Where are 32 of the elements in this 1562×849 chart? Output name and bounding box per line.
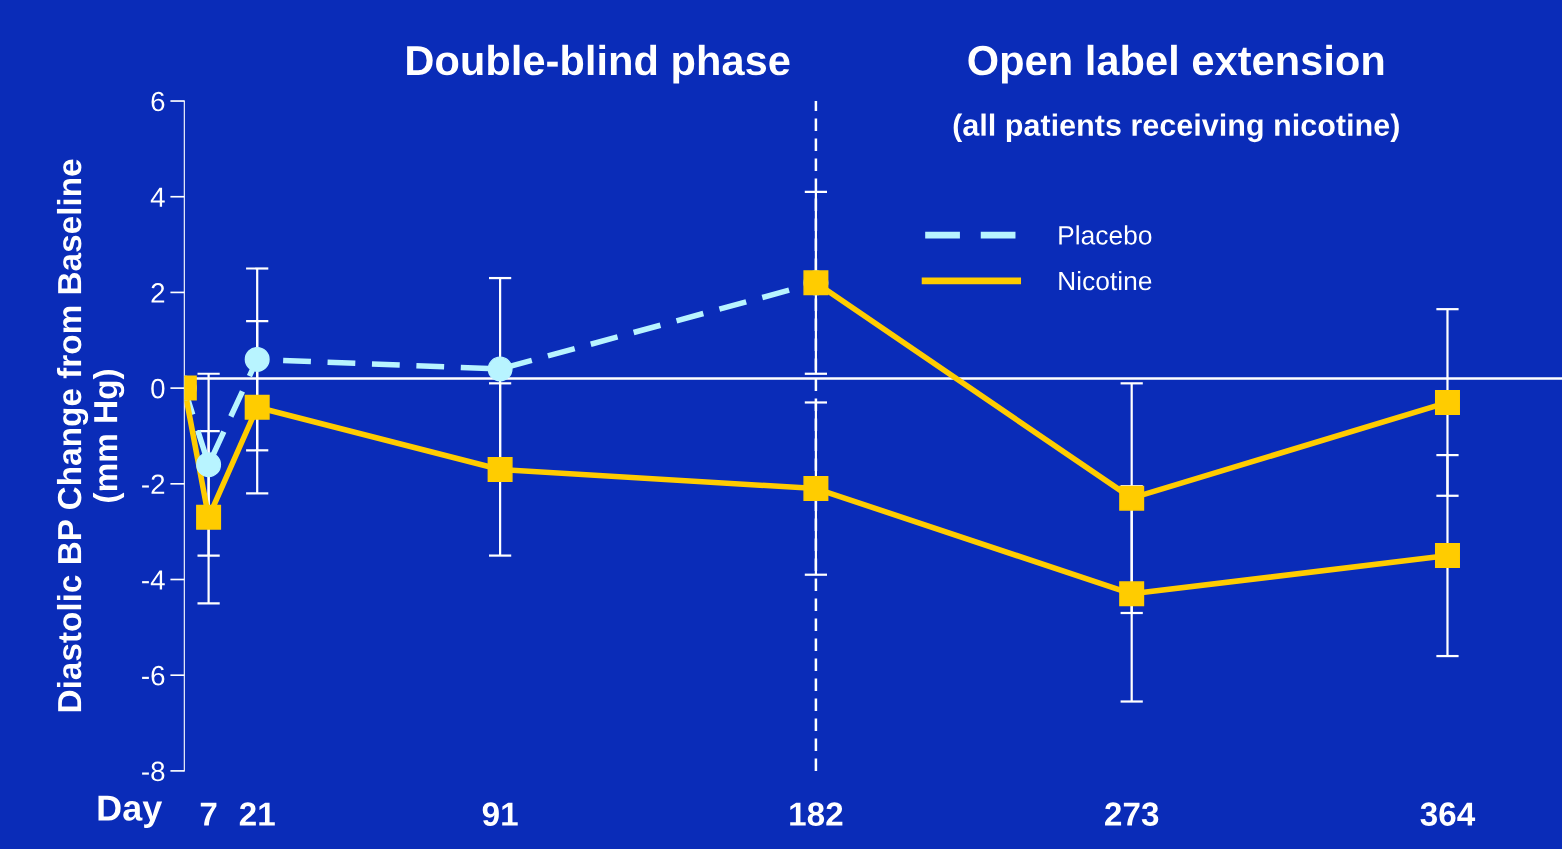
- y-tick-label: 6: [151, 91, 165, 112]
- text: Double-blind phase: [407, 44, 790, 84]
- y-tick-label: -4: [142, 570, 165, 590]
- point: [1119, 485, 1145, 511]
- point: [196, 452, 222, 478]
- annotation: (all patients receiving nicotine): [953, 113, 1399, 143]
- x-tick-label: 364: [1420, 802, 1476, 826]
- y-tick-label: -8: [142, 761, 165, 782]
- point: [1434, 543, 1460, 569]
- point: [196, 504, 222, 530]
- point: [487, 456, 513, 482]
- point: [803, 476, 829, 502]
- y-tick-label: 4: [150, 187, 165, 207]
- y-tick-label: 0: [151, 378, 165, 399]
- point: [244, 394, 270, 420]
- point: [244, 346, 270, 372]
- x-tick-label: 273: [1105, 802, 1159, 826]
- text: Open label extension: [968, 44, 1384, 84]
- x-tick-label: 7: [200, 802, 217, 826]
- y-tick-label: -2: [142, 474, 165, 494]
- x-axis-title: Day: [98, 795, 163, 828]
- x-tick-label: 182: [790, 802, 843, 826]
- legend-label: Placebo: [1059, 225, 1152, 245]
- x-tick-label: 21: [239, 802, 275, 826]
- point: [487, 356, 513, 382]
- y-axis-title: Diastolic BP Change from Baseline (mm Hg): [56, 159, 125, 712]
- point: [1434, 389, 1460, 415]
- y-tick-label: 2: [151, 283, 165, 303]
- x-tick-label: 91: [482, 802, 518, 826]
- legend-label: Nicotine: [1059, 270, 1152, 291]
- y-tick-label: -6: [142, 665, 165, 686]
- point: [1119, 581, 1145, 607]
